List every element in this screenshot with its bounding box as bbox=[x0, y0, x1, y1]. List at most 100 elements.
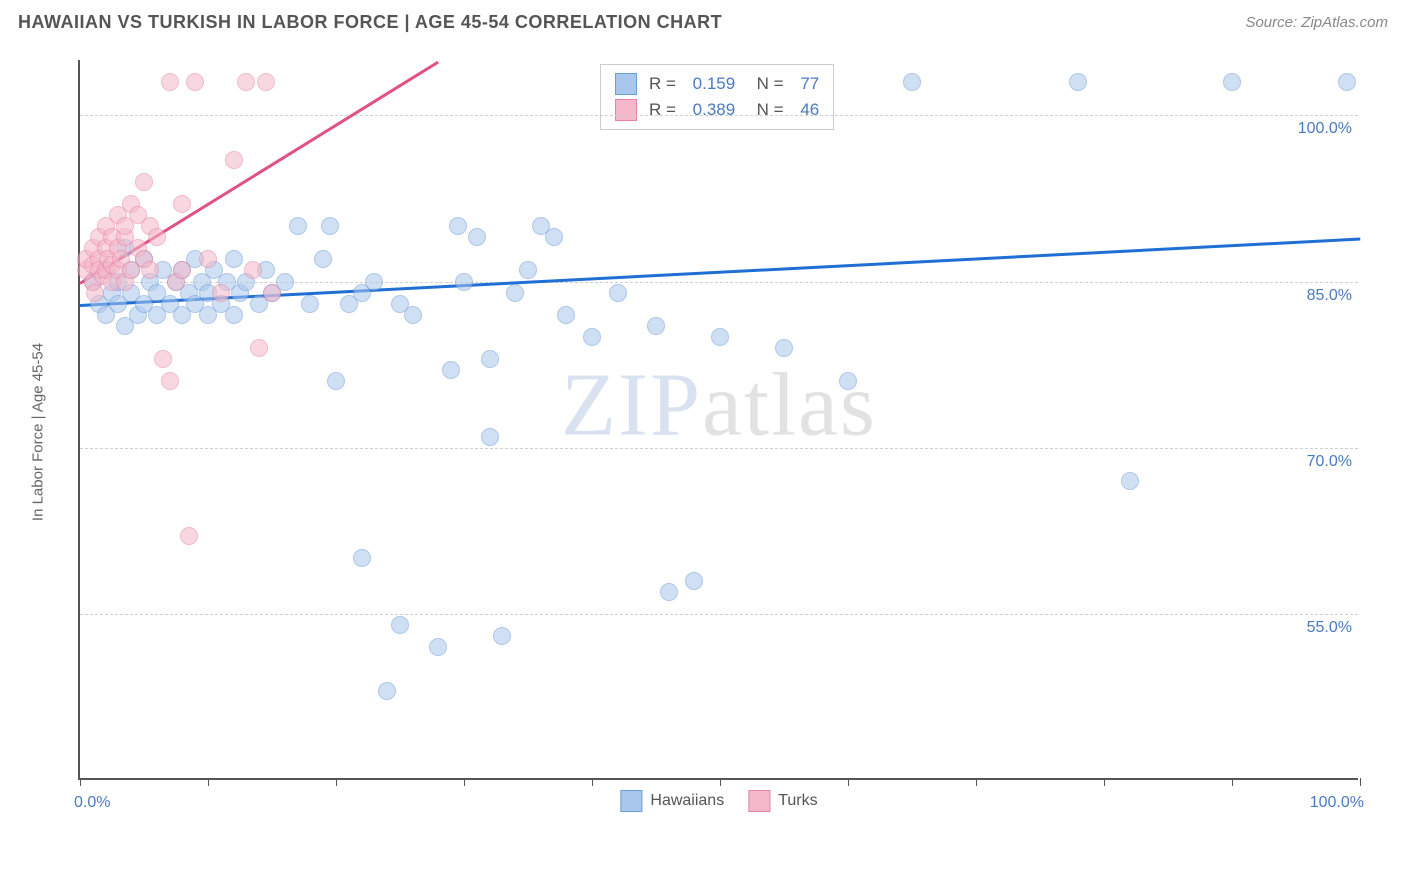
x-tick bbox=[208, 778, 209, 786]
data-point bbox=[647, 317, 665, 335]
y-tick-label: 100.0% bbox=[1298, 120, 1352, 138]
data-point bbox=[449, 217, 467, 235]
x-tick bbox=[848, 778, 849, 786]
data-point bbox=[154, 350, 172, 368]
plot-area: ZIPatlas R = 0.159 N = 77 R = 0.389 N = … bbox=[78, 60, 1358, 780]
r-value-turks: 0.389 bbox=[693, 100, 736, 120]
swatch-hawaiians bbox=[615, 73, 637, 95]
data-point bbox=[225, 250, 243, 268]
data-point bbox=[186, 73, 204, 91]
x-tick bbox=[336, 778, 337, 786]
data-point bbox=[481, 428, 499, 446]
data-point bbox=[301, 295, 319, 313]
data-point bbox=[903, 73, 921, 91]
data-point bbox=[519, 261, 537, 279]
watermark-atlas: atlas bbox=[702, 355, 877, 454]
series-legend: Hawaiians Turks bbox=[620, 790, 817, 812]
legend-swatch-turks bbox=[748, 790, 770, 812]
data-point bbox=[583, 328, 601, 346]
legend-item-hawaiians: Hawaiians bbox=[620, 790, 724, 812]
data-point bbox=[609, 284, 627, 302]
gridline bbox=[80, 115, 1358, 116]
legend-row-hawaiians: R = 0.159 N = 77 bbox=[615, 71, 819, 97]
data-point bbox=[199, 250, 217, 268]
x-tick bbox=[1360, 778, 1361, 786]
y-tick-label: 85.0% bbox=[1307, 287, 1352, 305]
watermark: ZIPatlas bbox=[561, 353, 877, 456]
data-point bbox=[685, 572, 703, 590]
data-point bbox=[711, 328, 729, 346]
y-axis-title: In Labor Force | Age 45-54 bbox=[30, 343, 47, 521]
data-point bbox=[493, 627, 511, 645]
data-point bbox=[327, 372, 345, 390]
data-point bbox=[148, 228, 166, 246]
n-value-hawaiians: 77 bbox=[800, 74, 819, 94]
data-point bbox=[180, 527, 198, 545]
data-point bbox=[545, 228, 563, 246]
data-point bbox=[225, 151, 243, 169]
legend-label-hawaiians: Hawaiians bbox=[650, 792, 724, 810]
watermark-zip: ZIP bbox=[561, 355, 702, 454]
chart-title: HAWAIIAN VS TURKISH IN LABOR FORCE | AGE… bbox=[18, 12, 722, 33]
y-tick-label: 70.0% bbox=[1307, 453, 1352, 471]
data-point bbox=[225, 306, 243, 324]
data-point bbox=[455, 273, 473, 291]
x-tick bbox=[592, 778, 593, 786]
x-tick bbox=[1232, 778, 1233, 786]
n-value-turks: 46 bbox=[800, 100, 819, 120]
data-point bbox=[660, 583, 678, 601]
x-axis-min-label: 0.0% bbox=[74, 794, 110, 812]
data-point bbox=[86, 284, 104, 302]
data-point bbox=[263, 284, 281, 302]
data-point bbox=[391, 616, 409, 634]
r-value-hawaiians: 0.159 bbox=[693, 74, 736, 94]
data-point bbox=[1338, 73, 1356, 91]
chart-header: HAWAIIAN VS TURKISH IN LABOR FORCE | AGE… bbox=[0, 0, 1406, 41]
data-point bbox=[775, 339, 793, 357]
swatch-turks bbox=[615, 99, 637, 121]
x-tick bbox=[720, 778, 721, 786]
gridline bbox=[80, 448, 1358, 449]
x-tick bbox=[80, 778, 81, 786]
correlation-legend: R = 0.159 N = 77 R = 0.389 N = 46 bbox=[600, 64, 834, 130]
data-point bbox=[839, 372, 857, 390]
data-point bbox=[442, 361, 460, 379]
data-point bbox=[506, 284, 524, 302]
source-label: Source: ZipAtlas.com bbox=[1245, 14, 1388, 31]
legend-row-turks: R = 0.389 N = 46 bbox=[615, 97, 819, 123]
data-point bbox=[135, 173, 153, 191]
data-point bbox=[1223, 73, 1241, 91]
x-tick bbox=[464, 778, 465, 786]
data-point bbox=[321, 217, 339, 235]
chart-container: In Labor Force | Age 45-54 ZIPatlas R = … bbox=[50, 52, 1390, 812]
data-point bbox=[141, 261, 159, 279]
y-tick-label: 55.0% bbox=[1307, 619, 1352, 637]
data-point bbox=[212, 284, 230, 302]
gridline bbox=[80, 282, 1358, 283]
data-point bbox=[429, 638, 447, 656]
data-point bbox=[289, 217, 307, 235]
data-point bbox=[378, 682, 396, 700]
gridline bbox=[80, 614, 1358, 615]
data-point bbox=[353, 549, 371, 567]
legend-label-turks: Turks bbox=[778, 792, 817, 810]
data-point bbox=[237, 73, 255, 91]
legend-item-turks: Turks bbox=[748, 790, 817, 812]
x-tick bbox=[1104, 778, 1105, 786]
data-point bbox=[244, 261, 262, 279]
data-point bbox=[161, 372, 179, 390]
data-point bbox=[481, 350, 499, 368]
data-point bbox=[173, 195, 191, 213]
data-point bbox=[161, 73, 179, 91]
data-point bbox=[468, 228, 486, 246]
data-point bbox=[257, 73, 275, 91]
data-point bbox=[314, 250, 332, 268]
data-point bbox=[1121, 472, 1139, 490]
data-point bbox=[173, 261, 191, 279]
data-point bbox=[250, 339, 268, 357]
data-point bbox=[557, 306, 575, 324]
data-point bbox=[404, 306, 422, 324]
legend-swatch-hawaiians bbox=[620, 790, 642, 812]
data-point bbox=[1069, 73, 1087, 91]
x-axis-max-label: 100.0% bbox=[1310, 794, 1364, 812]
